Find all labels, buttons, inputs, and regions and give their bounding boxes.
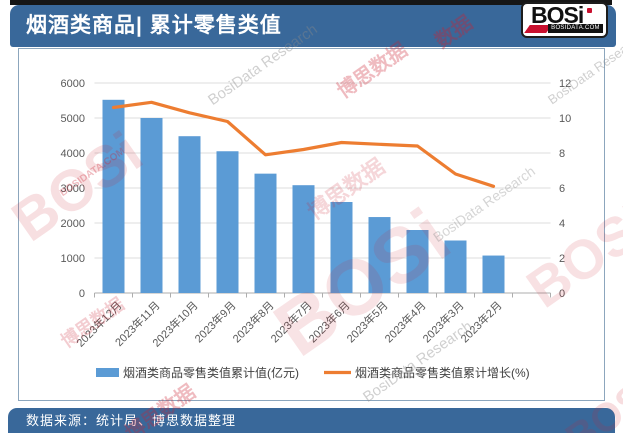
left-axis-tick-label: 3000	[61, 183, 85, 195]
left-axis-tick-label: 0	[79, 288, 85, 300]
bar-2023年6月	[330, 202, 353, 293]
bar-2023年8月	[254, 173, 277, 293]
left-axis-tick-label: 6000	[61, 78, 85, 90]
bosi-logo-text: BOSi	[531, 2, 584, 28]
logo-red-dot-icon	[587, 8, 592, 13]
left-axis-tick-label: 4000	[61, 148, 85, 160]
right-axis-tick-label: 8	[559, 148, 565, 160]
bar-2023年11月	[140, 118, 163, 293]
right-axis-tick-label: 10	[559, 113, 571, 125]
bosi-logo: BOSi BOSIDATA.COM	[521, 2, 608, 38]
right-axis-tick-label: 12	[559, 78, 571, 90]
right-axis-tick-label: 4	[559, 218, 565, 230]
bar-2023年10月	[178, 136, 201, 293]
x-axis-label: 2023年2月	[458, 298, 505, 345]
header-bar: 烟酒类商品| 累计零售类值	[10, 5, 616, 47]
right-axis-tick-label: 2	[559, 253, 565, 265]
bar-2023年3月	[444, 240, 467, 293]
data-source-text: 数据来源：统计局、博思数据整理	[26, 413, 237, 428]
bar-2023年2月	[482, 255, 505, 293]
bar-2023年5月	[368, 217, 391, 293]
bar-2023年12月	[102, 99, 125, 293]
right-axis-tick-label: 0	[559, 288, 565, 300]
left-axis-tick-label: 2000	[61, 218, 85, 230]
page-title: 烟酒类商品| 累计零售类值	[26, 14, 282, 37]
growth-line	[111, 100, 496, 188]
left-axis-tick-label: 5000	[61, 113, 85, 125]
legend-bar-label: 烟酒类商品零售类值累计值(亿元)	[123, 365, 299, 380]
right-axis-tick-label: 6	[559, 183, 565, 195]
chart-panel: 0 1000 2000 3000 4000 5000 6000 0 2 4 6 8 10 12 2023年1…	[18, 48, 605, 401]
legend-bar-swatch	[96, 368, 119, 377]
footer-bar: 数据来源：统计局、博思数据整理	[8, 408, 615, 433]
combo-chart: 01000200030004000500060000246810122023年1…	[61, 78, 572, 380]
logo-domain: BOSIDATA.COM	[548, 24, 603, 33]
legend-line-label: 烟酒类商品零售类值累计增长(%)	[355, 365, 530, 380]
top-edge-bar	[10, 0, 612, 5]
bar-2023年9月	[216, 151, 239, 293]
left-axis-tick-label: 1000	[61, 253, 85, 265]
bar-2023年7月	[292, 185, 315, 293]
bar-2023年4月	[406, 230, 429, 293]
